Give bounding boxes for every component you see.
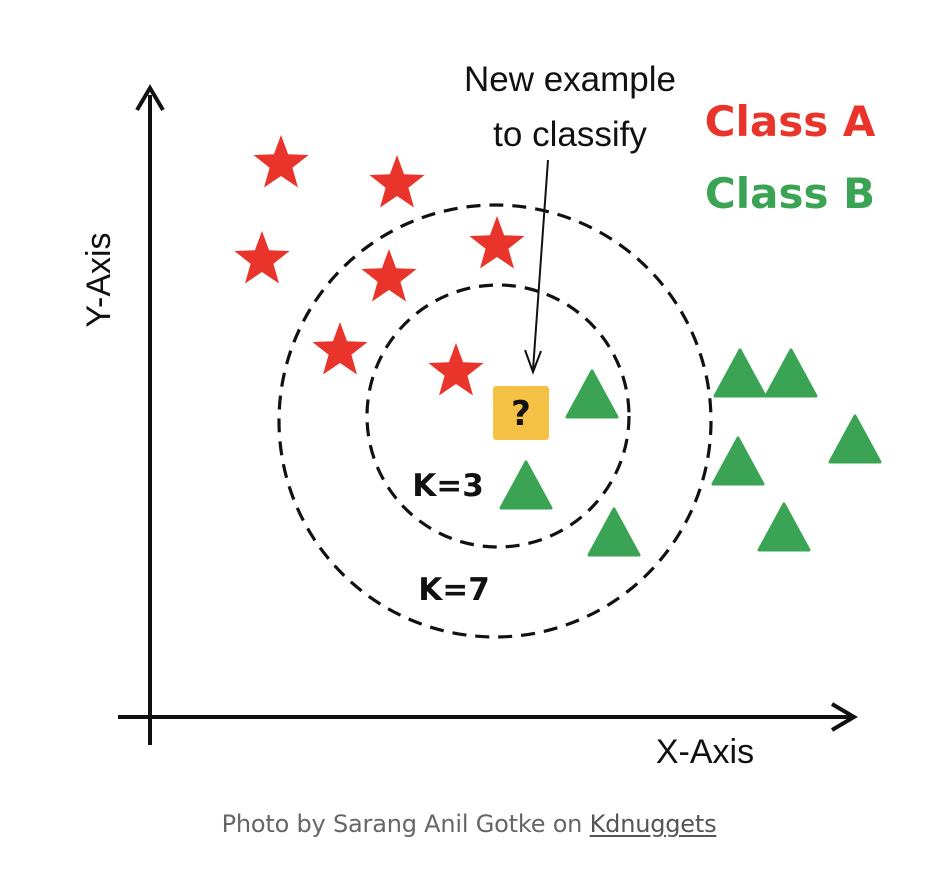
green-triangle-icon — [764, 348, 818, 398]
x-axis-arrowhead — [830, 702, 858, 732]
red-star-icon — [312, 322, 368, 375]
red-star-icon — [369, 155, 425, 208]
legend-class-a: Class A — [705, 97, 876, 146]
axes — [118, 84, 858, 745]
query-point: ? — [493, 386, 549, 440]
green-triangle-icon — [587, 507, 641, 557]
annotation-arrow — [524, 159, 549, 375]
green-triangle-icon — [565, 369, 619, 419]
green-triangle-icon — [711, 436, 765, 486]
y-axis-arrowhead — [135, 84, 165, 112]
green-triangle-icon — [499, 460, 553, 510]
y-axis-label: Y-Axis — [80, 232, 118, 327]
green-triangle-icon — [828, 414, 882, 464]
class-a-points — [234, 135, 525, 396]
class-b-points — [499, 348, 882, 557]
query-mark: ? — [511, 394, 531, 434]
k-outer-label: K=7 — [418, 572, 490, 608]
red-star-icon — [428, 343, 484, 396]
red-star-icon — [469, 216, 525, 269]
green-triangle-icon — [713, 348, 767, 398]
k-inner-label: K=3 — [412, 468, 484, 504]
red-star-icon — [253, 135, 309, 188]
knn-diagram: Y-Axis X-Axis ? New example to classify … — [80, 60, 882, 771]
kdnuggets-link[interactable]: Kdnuggets — [589, 810, 717, 838]
red-star-icon — [234, 231, 290, 284]
x-axis-label: X-Axis — [656, 733, 754, 771]
caption-text: Photo by Sarang Anil Gotke on — [221, 810, 590, 838]
query-box — [493, 386, 549, 440]
red-star-icon — [361, 249, 417, 302]
k7-circle — [277, 203, 713, 639]
annotation-line-2: to classify — [493, 115, 647, 154]
k3-circle — [365, 283, 631, 549]
photo-caption: Photo by Sarang Anil Gotke on Kdnuggets — [0, 810, 938, 838]
annotation-line-1: New example — [464, 60, 676, 99]
legend-class-b: Class B — [705, 169, 875, 218]
green-triangle-icon — [757, 502, 811, 552]
